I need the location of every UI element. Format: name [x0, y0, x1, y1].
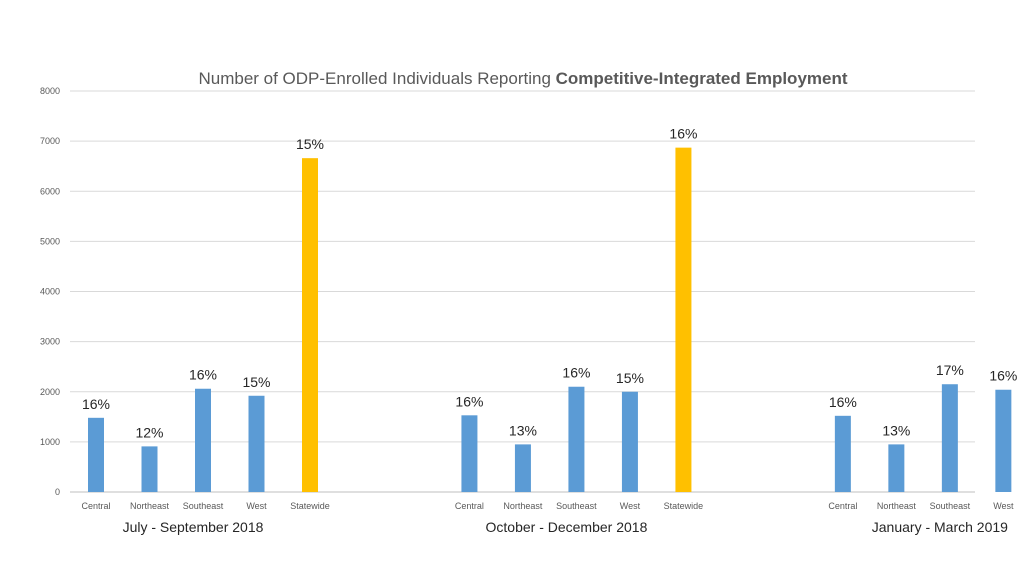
data-label: 17% — [936, 362, 964, 378]
y-tick-label: 7000 — [40, 136, 60, 146]
title-part-normal: Number of ODP-Enrolled Individuals Repor… — [198, 69, 555, 88]
data-label: 16% — [455, 393, 483, 409]
x-axis: Central Northeast Southeast West Statewide Ju… — [81, 501, 1014, 535]
bar-west — [621, 391, 638, 492]
x-tick-label: Southeast — [183, 501, 224, 511]
y-tick-label: 0 — [55, 487, 60, 497]
data-label: 12% — [135, 424, 163, 440]
x-tick-label: Central — [455, 501, 484, 511]
y-tick-label: 8000 — [40, 86, 60, 96]
data-label: 15% — [242, 374, 270, 390]
x-tick-label: Northeast — [130, 501, 170, 511]
group-label: July - September 2018 — [123, 519, 264, 535]
y-tick-label: 1000 — [40, 437, 60, 447]
x-tick-label: Statewide — [664, 501, 704, 511]
chart-title: Number of ODP-Enrolled Individuals Repor… — [198, 69, 847, 88]
bar-northeast — [888, 444, 905, 492]
bar-statewide — [302, 158, 318, 493]
data-label: 16% — [669, 126, 697, 142]
y-tick-label: 3000 — [40, 337, 60, 347]
group-label: January - March 2019 — [872, 519, 1008, 535]
data-label: 16% — [189, 367, 217, 383]
y-tick-label: 6000 — [40, 186, 60, 196]
x-tick-label: Northeast — [503, 501, 543, 511]
bar-southeast — [195, 388, 211, 492]
y-tick-label: 4000 — [40, 287, 60, 297]
data-label: 15% — [296, 136, 324, 152]
title-part-bold: Competitive-Integrated Employment — [556, 69, 848, 88]
bar-northeast — [514, 444, 531, 492]
y-axis: 0 1000 2000 3000 4000 5000 6000 7000 8000 — [40, 86, 60, 497]
data-label: 16% — [989, 368, 1017, 384]
x-tick-label: Central — [828, 501, 857, 511]
x-tick-label: West — [993, 501, 1014, 511]
bar-southeast — [941, 384, 958, 492]
x-tick-label: Southeast — [556, 501, 597, 511]
y-tick-label: 2000 — [40, 387, 60, 397]
bar-statewide — [675, 147, 692, 493]
group-label: October - December 2018 — [486, 519, 648, 535]
x-tick-label: West — [246, 501, 267, 511]
x-tick-label: Statewide — [290, 501, 330, 511]
x-tick-label: Southeast — [930, 501, 971, 511]
data-label: 16% — [829, 394, 857, 410]
bar-west — [248, 395, 265, 492]
x-tick-label: West — [620, 501, 641, 511]
bar-northeast — [141, 446, 158, 492]
data-label: 16% — [82, 396, 110, 412]
data-label: 13% — [882, 422, 910, 438]
bar-central — [461, 415, 478, 492]
bar-central — [834, 415, 851, 492]
x-tick-label: Northeast — [877, 501, 917, 511]
data-label: 16% — [562, 365, 590, 381]
bar-southeast — [568, 386, 585, 492]
x-tick-label: Central — [81, 501, 110, 511]
bar-west — [995, 389, 1012, 492]
y-tick-label: 5000 — [40, 236, 60, 246]
data-label: 15% — [616, 370, 644, 386]
bar-central — [88, 417, 104, 492]
data-label: 13% — [509, 422, 537, 438]
grid-lines — [70, 90, 975, 493]
bars: 16% 12% 16% 15% 15% 16% 13% 16% 15% 16% 16% 13% 17% 1… — [82, 126, 1017, 493]
